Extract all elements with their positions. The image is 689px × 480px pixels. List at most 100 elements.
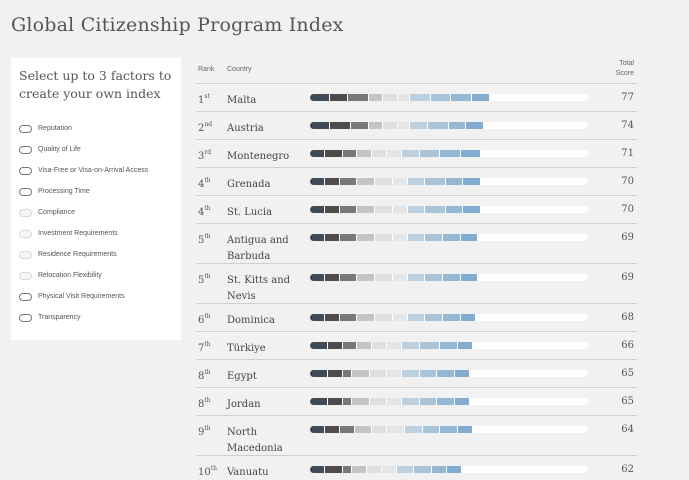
score-segment[interactable] — [324, 274, 339, 281]
score-segment[interactable] — [310, 466, 324, 473]
score-segment[interactable] — [387, 342, 402, 349]
score-segment[interactable] — [327, 342, 342, 349]
score-segment[interactable] — [342, 150, 357, 157]
score-segment[interactable] — [310, 94, 330, 101]
score-segment[interactable] — [375, 206, 392, 213]
score-segment[interactable] — [422, 426, 440, 433]
score-segment[interactable] — [425, 234, 443, 241]
score-segment[interactable] — [404, 426, 422, 433]
table-row[interactable]: 6th Dominica 68 — [197, 304, 637, 332]
score-segment[interactable] — [407, 178, 425, 185]
toggle-switch-icon[interactable] — [19, 313, 32, 322]
score-segment[interactable] — [310, 234, 324, 241]
table-row[interactable]: 5th Antigua and Barbuda 69 — [197, 224, 637, 264]
score-breakdown-bar[interactable] — [310, 314, 588, 321]
score-segment[interactable] — [357, 150, 372, 157]
score-segment[interactable] — [431, 466, 446, 473]
score-segment[interactable] — [392, 206, 407, 213]
country-column-header[interactable]: Country — [227, 66, 252, 73]
table-row[interactable]: 10th Vanuatu 62 — [197, 456, 637, 480]
factor-toggle-item[interactable]: Reputation — [19, 118, 148, 139]
factor-toggle-item[interactable]: Compliance — [19, 202, 148, 223]
score-segment[interactable] — [402, 150, 419, 157]
score-segment[interactable] — [324, 150, 342, 157]
factor-toggle-item[interactable]: Quality of Life — [19, 139, 148, 160]
score-segment[interactable] — [366, 466, 381, 473]
score-segment[interactable] — [324, 206, 339, 213]
score-segment[interactable] — [440, 342, 457, 349]
score-segment[interactable] — [310, 398, 327, 405]
table-row[interactable]: 5th St. Kitts and Nevis 69 — [197, 264, 637, 304]
score-segment[interactable] — [310, 178, 324, 185]
score-segment[interactable] — [392, 234, 407, 241]
score-breakdown-bar[interactable] — [310, 234, 588, 241]
score-segment[interactable] — [339, 274, 357, 281]
score-segment[interactable] — [310, 342, 327, 349]
total-score-column-header[interactable]: Total Score — [615, 60, 634, 77]
factor-toggle-item[interactable]: Processing Time — [19, 181, 148, 202]
score-segment[interactable] — [375, 314, 392, 321]
score-segment[interactable] — [463, 206, 481, 213]
toggle-switch-icon[interactable] — [19, 187, 32, 196]
score-segment[interactable] — [460, 314, 475, 321]
score-segment[interactable] — [368, 122, 383, 129]
score-segment[interactable] — [396, 466, 414, 473]
score-segment[interactable] — [392, 274, 407, 281]
score-segment[interactable] — [425, 314, 443, 321]
score-breakdown-bar[interactable] — [310, 370, 588, 377]
score-segment[interactable] — [339, 234, 357, 241]
score-segment[interactable] — [339, 426, 354, 433]
score-segment[interactable] — [448, 122, 466, 129]
score-segment[interactable] — [339, 206, 357, 213]
table-row[interactable]: 1st Malta 77 — [197, 84, 637, 112]
score-segment[interactable] — [327, 370, 342, 377]
score-segment[interactable] — [407, 206, 425, 213]
score-segment[interactable] — [425, 178, 445, 185]
toggle-switch-icon[interactable] — [19, 124, 32, 133]
score-segment[interactable] — [357, 342, 372, 349]
score-segment[interactable] — [369, 398, 387, 405]
score-segment[interactable] — [460, 234, 478, 241]
score-segment[interactable] — [387, 370, 402, 377]
score-segment[interactable] — [387, 426, 404, 433]
score-segment[interactable] — [324, 314, 339, 321]
score-segment[interactable] — [402, 398, 419, 405]
table-row[interactable]: 8th Jordan 65 — [197, 388, 637, 416]
table-row[interactable]: 7th Türkiye 66 — [197, 332, 637, 360]
score-segment[interactable] — [402, 370, 419, 377]
score-breakdown-bar[interactable] — [310, 398, 588, 405]
factor-toggle-item[interactable]: Relocation Flexibility — [19, 265, 148, 286]
score-segment[interactable] — [310, 274, 324, 281]
score-segment[interactable] — [324, 466, 342, 473]
table-row[interactable]: 4th Grenada 70 — [197, 168, 637, 196]
score-segment[interactable] — [357, 274, 375, 281]
score-segment[interactable] — [425, 206, 445, 213]
table-row[interactable]: 3rd Montenegro 71 — [197, 140, 637, 168]
score-segment[interactable] — [387, 150, 402, 157]
score-segment[interactable] — [354, 426, 372, 433]
score-segment[interactable] — [368, 94, 383, 101]
score-segment[interactable] — [471, 94, 489, 101]
score-segment[interactable] — [310, 206, 324, 213]
score-segment[interactable] — [375, 274, 392, 281]
score-segment[interactable] — [443, 274, 460, 281]
score-segment[interactable] — [330, 94, 348, 101]
factor-toggle-item[interactable]: Investment Requirements — [19, 223, 148, 244]
score-segment[interactable] — [310, 122, 330, 129]
toggle-switch-icon[interactable] — [19, 250, 32, 259]
score-segment[interactable] — [310, 426, 324, 433]
score-segment[interactable] — [428, 122, 448, 129]
score-segment[interactable] — [327, 398, 342, 405]
score-segment[interactable] — [372, 150, 387, 157]
score-segment[interactable] — [392, 178, 407, 185]
score-segment[interactable] — [350, 122, 368, 129]
score-breakdown-bar[interactable] — [310, 94, 588, 101]
score-segment[interactable] — [457, 426, 472, 433]
score-segment[interactable] — [398, 94, 410, 101]
score-segment[interactable] — [310, 370, 327, 377]
score-segment[interactable] — [339, 178, 357, 185]
score-segment[interactable] — [357, 178, 375, 185]
score-segment[interactable] — [383, 122, 398, 129]
score-segment[interactable] — [324, 426, 339, 433]
score-segment[interactable] — [342, 466, 351, 473]
